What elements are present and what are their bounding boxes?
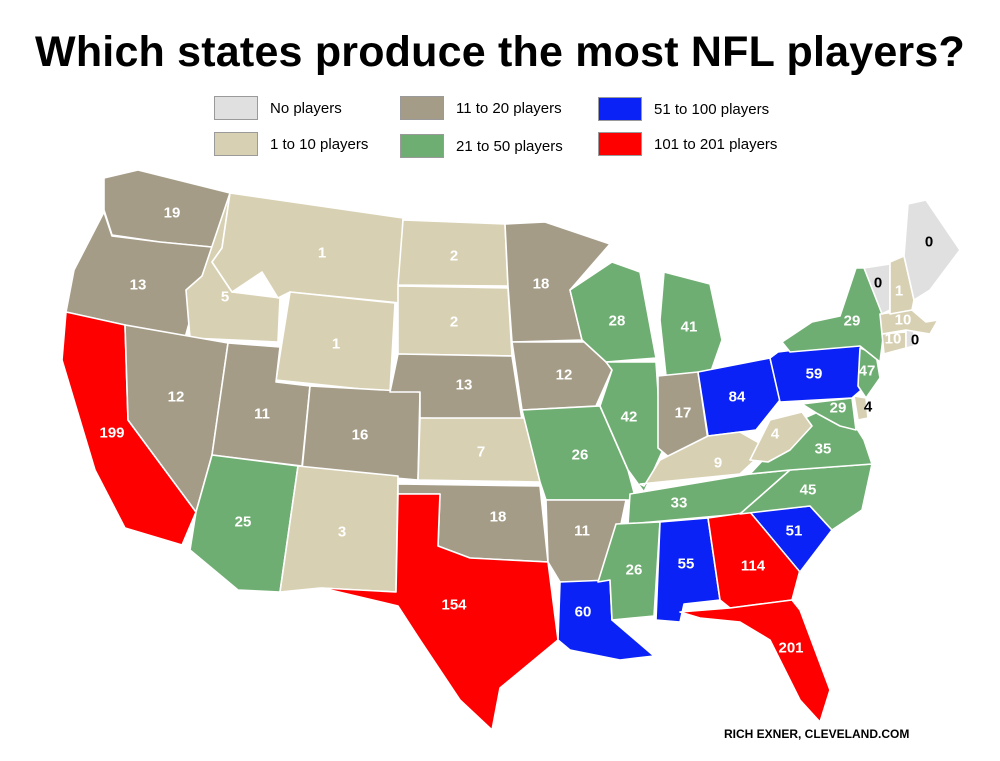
state-value-ME: 0 [925,234,933,251]
state-value-TX: 154 [441,597,467,614]
state-value-WV: 4 [771,426,780,443]
state-value-NH: 1 [895,283,903,300]
state-value-NE: 13 [456,377,473,394]
state-value-IA: 12 [556,367,573,384]
state-TX[interactable] [321,493,559,731]
legend-item-1-to-10: 1 to 10 players [214,131,368,157]
state-value-IN: 17 [675,405,692,422]
state-FL[interactable] [679,599,831,723]
state-value-MA: 10 [895,312,912,329]
legend-item-21-to-50: 21 to 50 players [400,133,563,159]
legend-swatch [598,132,642,156]
state-value-FL: 201 [778,640,803,657]
legend-label: No players [270,99,342,117]
legend-swatch [214,96,258,120]
state-value-VT: 0 [874,275,882,292]
state-value-VA: 35 [815,441,832,458]
legend-swatch [214,132,258,156]
state-value-GA: 114 [741,558,766,575]
state-value-WI: 28 [609,313,626,330]
state-value-CA: 199 [99,425,124,442]
legend-swatch [598,97,642,121]
state-MA[interactable] [879,309,939,335]
state-value-NJ: 47 [859,363,876,380]
state-OH[interactable] [697,357,781,437]
state-value-KY: 9 [714,455,722,472]
legend-item-no-players: No players [214,95,342,121]
state-MT[interactable] [211,192,404,304]
state-value-MS: 26 [626,562,643,579]
legend-item-51-to-100: 51 to 100 players [598,96,769,122]
state-WI[interactable] [569,261,657,363]
legend-item-11-to-20: 11 to 20 players [400,95,562,121]
legend-label: 51 to 100 players [654,100,770,118]
state-value-OK: 18 [490,509,507,526]
state-WV[interactable] [749,411,813,463]
state-value-NY: 29 [844,313,861,330]
state-value-NV: 12 [168,389,185,406]
credit-text: RICH EXNER, CLEVELAND.COM [724,727,910,741]
state-value-AR: 11 [574,523,590,540]
state-value-LA: 60 [575,604,592,621]
legend-swatch [400,134,444,158]
state-value-OR: 13 [130,277,147,294]
state-value-RI: 0 [911,332,919,349]
state-value-PA: 59 [806,366,823,383]
state-value-MI: 41 [681,319,698,336]
state-value-UT: 11 [254,406,270,423]
state-value-MN: 18 [533,276,550,293]
state-value-SC: 51 [786,523,803,540]
state-value-MO: 26 [572,447,589,464]
state-value-WY: 1 [332,336,340,353]
state-value-OH: 84 [729,389,746,406]
state-value-AL: 55 [678,556,695,573]
state-value-CO: 16 [352,427,369,444]
legend-label: 101 to 201 players [654,135,778,153]
legend-label: 1 to 10 players [270,135,369,153]
state-value-CT: 10 [885,331,902,348]
state-NH[interactable] [889,255,915,315]
state-IA[interactable] [511,341,613,411]
state-value-NM: 3 [338,524,346,541]
state-IL[interactable] [599,361,663,493]
legend-swatch [400,96,444,120]
state-value-MD: 29 [830,400,847,417]
state-ME[interactable] [903,199,961,301]
state-value-MT: 1 [318,245,326,262]
state-value-AZ: 25 [235,514,252,531]
legend-label: 21 to 50 players [456,137,563,155]
state-value-SD: 2 [450,314,458,331]
state-value-NC: 45 [800,482,817,499]
map-title: Which states produce the most NFL player… [35,28,965,76]
state-value-TN: 33 [671,495,688,512]
state-value-DE: 4 [864,399,873,416]
state-value-KS: 7 [477,444,485,461]
state-KY[interactable] [639,431,769,487]
legend-label: 11 to 20 players [456,99,562,117]
state-value-ID: 5 [221,289,229,306]
state-value-IL: 42 [621,409,638,426]
state-DE[interactable] [853,395,869,421]
state-value-WA: 19 [164,205,181,222]
state-value-ND: 2 [450,248,458,265]
legend-item-101-to-201: 101 to 201 players [598,131,777,157]
